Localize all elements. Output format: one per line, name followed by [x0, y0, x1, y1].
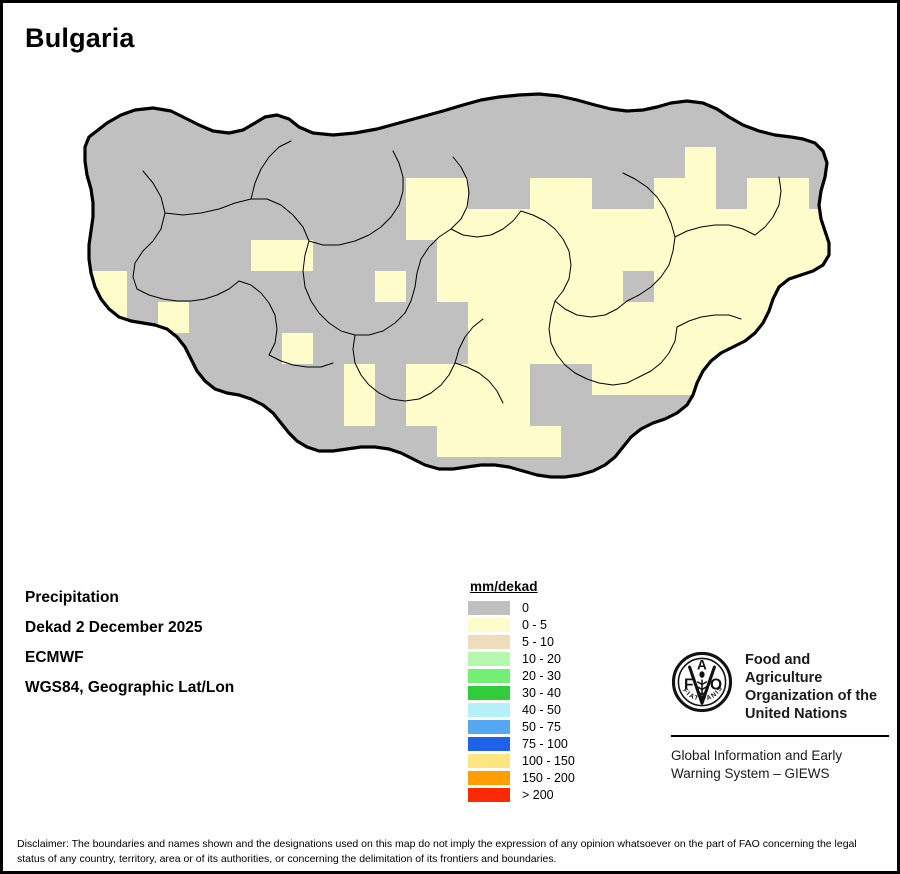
legend-row: 20 - 30: [468, 667, 608, 684]
info-period: Dekad 2 December 2025: [25, 619, 203, 636]
legend-label: 5 - 10: [522, 634, 554, 649]
fao-org-line-3: United Nations: [745, 706, 848, 722]
legend-rows: 0 0 - 5 5 - 10 10 - 20 20 - 30 30 - 40 40 - 50…: [468, 599, 608, 803]
legend-swatch: [468, 600, 510, 615]
svg-text:A: A: [697, 658, 707, 673]
legend-label: 10 - 20: [522, 651, 561, 666]
fao-branding: F O A FIAT PANIS Food and Agriculture Or…: [671, 651, 889, 783]
fao-org-line-1: Food and Agriculture: [745, 652, 823, 686]
legend-row: 30 - 40: [468, 684, 608, 701]
legend-swatch: [468, 753, 510, 768]
fao-divider: [671, 735, 889, 737]
legend-row: 0 - 5: [468, 616, 608, 633]
legend-label: 0 - 5: [522, 617, 548, 632]
svg-text:O: O: [710, 676, 722, 693]
legend-label: > 200: [522, 787, 554, 802]
legend-label: 20 - 30: [522, 668, 561, 683]
legend-row: 100 - 150: [468, 752, 608, 769]
legend-row: 50 - 75: [468, 718, 608, 735]
legend-swatch: [468, 736, 510, 751]
country-border: [83, 92, 831, 479]
legend-row: 10 - 20: [468, 650, 608, 667]
giews-line-2: Warning System – GIEWS: [671, 766, 830, 781]
legend-swatch: [468, 719, 510, 734]
legend-swatch: [468, 668, 510, 683]
info-projection: WGS84, Geographic Lat/Lon: [25, 679, 235, 696]
legend-swatch: [468, 685, 510, 700]
legend-label: 40 - 50: [522, 702, 561, 717]
legend-label: 0: [522, 600, 529, 615]
admin-boundaries: [132, 140, 782, 404]
fao-emblem-icon: F O A FIAT PANIS: [671, 651, 733, 718]
precipitation-raster: [85, 94, 829, 477]
legend-title: mm/dekad: [470, 579, 538, 594]
disclaimer-text: Disclaimer: The boundaries and names sho…: [17, 838, 857, 865]
info-source: ECMWF: [25, 649, 84, 666]
map-info-block: Precipitation Dekad 2 December 2025 ECMW…: [25, 583, 365, 703]
map-canvas[interactable]: [3, 73, 897, 543]
legend-row: 150 - 200: [468, 769, 608, 786]
legend-row: > 200: [468, 786, 608, 803]
legend-row: 75 - 100: [468, 735, 608, 752]
legend-swatch: [468, 770, 510, 785]
legend-row: 40 - 50: [468, 701, 608, 718]
legend-swatch: [468, 702, 510, 717]
legend-swatch: [468, 634, 510, 649]
legend-swatch: [468, 651, 510, 666]
legend-label: 75 - 100: [522, 736, 568, 751]
legend-row: 0: [468, 599, 608, 616]
legend-label: 50 - 75: [522, 719, 561, 734]
info-variable: Precipitation: [25, 589, 119, 606]
legend-label: 100 - 150: [522, 753, 575, 768]
legend-swatch: [468, 617, 510, 632]
legend-label: 150 - 200: [522, 770, 575, 785]
legend: mm/dekad 0 0 - 5 5 - 10 10 - 20 20 - 30 30 - …: [468, 579, 608, 803]
page-title: Bulgaria: [25, 23, 135, 53]
svg-text:F: F: [684, 676, 693, 693]
fao-org-line-2: Organization of the: [745, 688, 878, 704]
legend-row: 5 - 10: [468, 633, 608, 650]
giews-line-1: Global Information and Early: [671, 748, 843, 763]
legend-swatch: [468, 787, 510, 802]
legend-label: 30 - 40: [522, 685, 561, 700]
